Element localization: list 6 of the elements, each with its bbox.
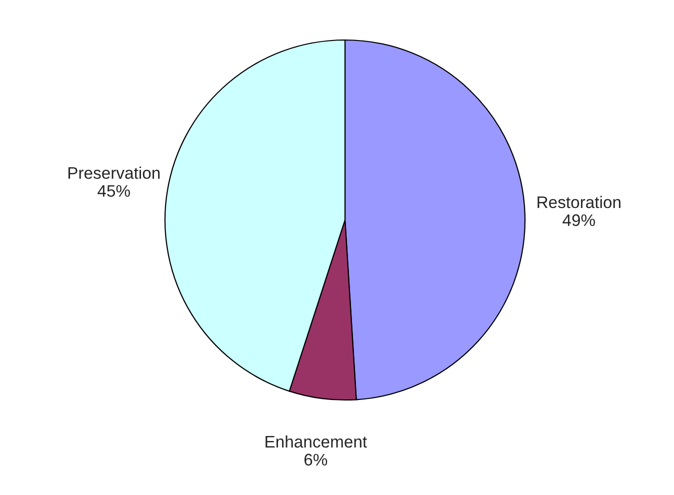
data-label: 45%: [98, 185, 130, 197]
slice-label: Preservation: [68, 166, 160, 179]
data-label: 6%: [304, 454, 328, 466]
data-label: 49%: [562, 214, 595, 226]
slice-label: Enhancement: [266, 435, 367, 448]
slice-label: Restoration: [538, 196, 620, 208]
